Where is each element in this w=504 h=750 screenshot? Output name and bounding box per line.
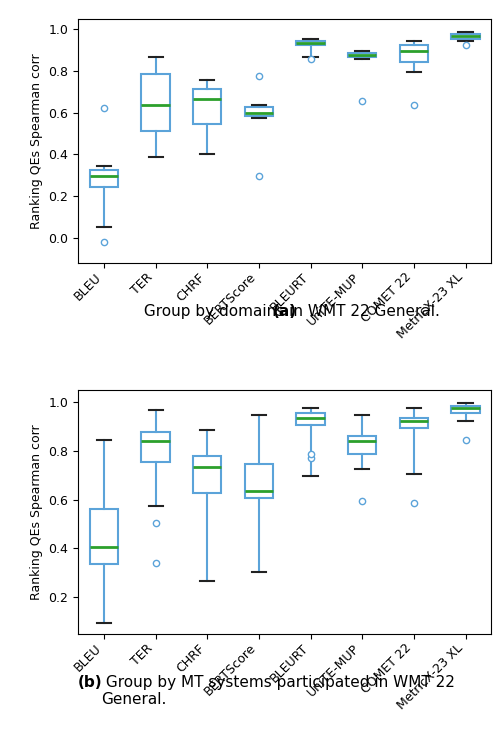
Text: (b): (b)	[78, 675, 103, 690]
PathPatch shape	[142, 433, 170, 462]
Text: Group by domains in WMT 22 General.: Group by domains in WMT 22 General.	[140, 304, 440, 319]
PathPatch shape	[400, 45, 428, 62]
PathPatch shape	[245, 107, 273, 116]
PathPatch shape	[142, 74, 170, 131]
PathPatch shape	[296, 40, 325, 45]
Text: Group by MT systems participated in WMT 22
General.: Group by MT systems participated in WMT …	[101, 675, 455, 707]
PathPatch shape	[452, 406, 480, 413]
PathPatch shape	[193, 455, 221, 494]
PathPatch shape	[400, 418, 428, 428]
PathPatch shape	[90, 509, 118, 564]
PathPatch shape	[296, 413, 325, 425]
Y-axis label: Ranking QEs Spearman corr: Ranking QEs Spearman corr	[30, 53, 43, 229]
PathPatch shape	[348, 53, 376, 57]
PathPatch shape	[452, 34, 480, 38]
PathPatch shape	[90, 170, 118, 187]
PathPatch shape	[193, 88, 221, 124]
PathPatch shape	[245, 464, 273, 498]
Text: (a): (a)	[273, 304, 297, 319]
PathPatch shape	[348, 436, 376, 454]
Y-axis label: Ranking QEs Spearman corr: Ranking QEs Spearman corr	[30, 424, 43, 599]
